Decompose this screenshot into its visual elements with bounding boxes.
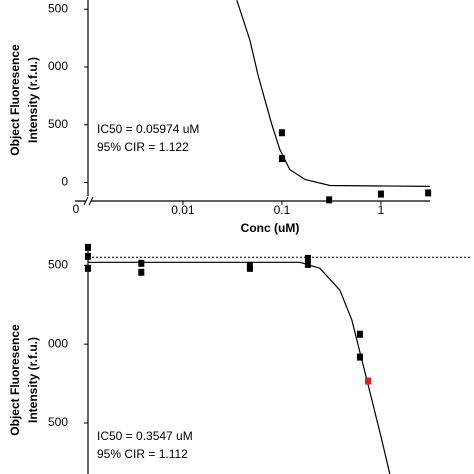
data-point — [377, 190, 384, 198]
data-point — [85, 264, 91, 272]
data-point — [425, 189, 432, 197]
y-axis-title: Intensity (r.f.u.) — [26, 337, 40, 423]
y-axis-title: Object Fluoresence — [8, 324, 22, 436]
x-tick-label: 1 — [378, 203, 385, 217]
fit-curve — [236, 0, 431, 187]
y-axis-title: Intensity (r.f.u.) — [26, 57, 40, 143]
y-tick-label: 000 — [48, 336, 68, 350]
data-point — [85, 252, 91, 260]
data-point — [356, 353, 363, 361]
data-point — [326, 196, 333, 204]
y-tick-label: 000 — [48, 59, 68, 73]
x-tick-label: 0.1 — [274, 203, 291, 217]
data-point — [356, 330, 363, 338]
y-tick-label: 500 — [48, 117, 68, 131]
y-tick-label: 500 — [48, 1, 68, 15]
axis-break-gap — [86, 196, 91, 206]
data-point — [304, 254, 311, 262]
data-point — [278, 129, 285, 137]
y-tick-label: 500 — [48, 415, 68, 429]
data-point — [278, 155, 285, 163]
data-point — [138, 268, 145, 276]
data-point — [85, 243, 91, 251]
data-point — [246, 264, 253, 272]
x-tick-label: 0.01 — [171, 203, 195, 217]
axis-break — [83, 196, 89, 206]
data-point — [364, 377, 371, 385]
annotation: IC50 = 0.3547 uM — [97, 429, 193, 443]
y-tick-label: 0 — [61, 175, 68, 189]
x-tick-label: 0 — [73, 202, 80, 216]
x-axis-title: Conc (uM) — [241, 221, 300, 235]
annotation: 95% CIR = 1.122 — [97, 140, 189, 154]
y-tick-label: 500 — [48, 258, 68, 272]
y-axis-title: Object Fluoresence — [8, 44, 22, 156]
annotation: 95% CIR = 1.112 — [97, 447, 188, 461]
data-point — [304, 260, 311, 268]
annotation: IC50 = 0.05974 uM — [97, 122, 199, 136]
axis-break — [88, 196, 94, 206]
data-point — [138, 259, 145, 267]
